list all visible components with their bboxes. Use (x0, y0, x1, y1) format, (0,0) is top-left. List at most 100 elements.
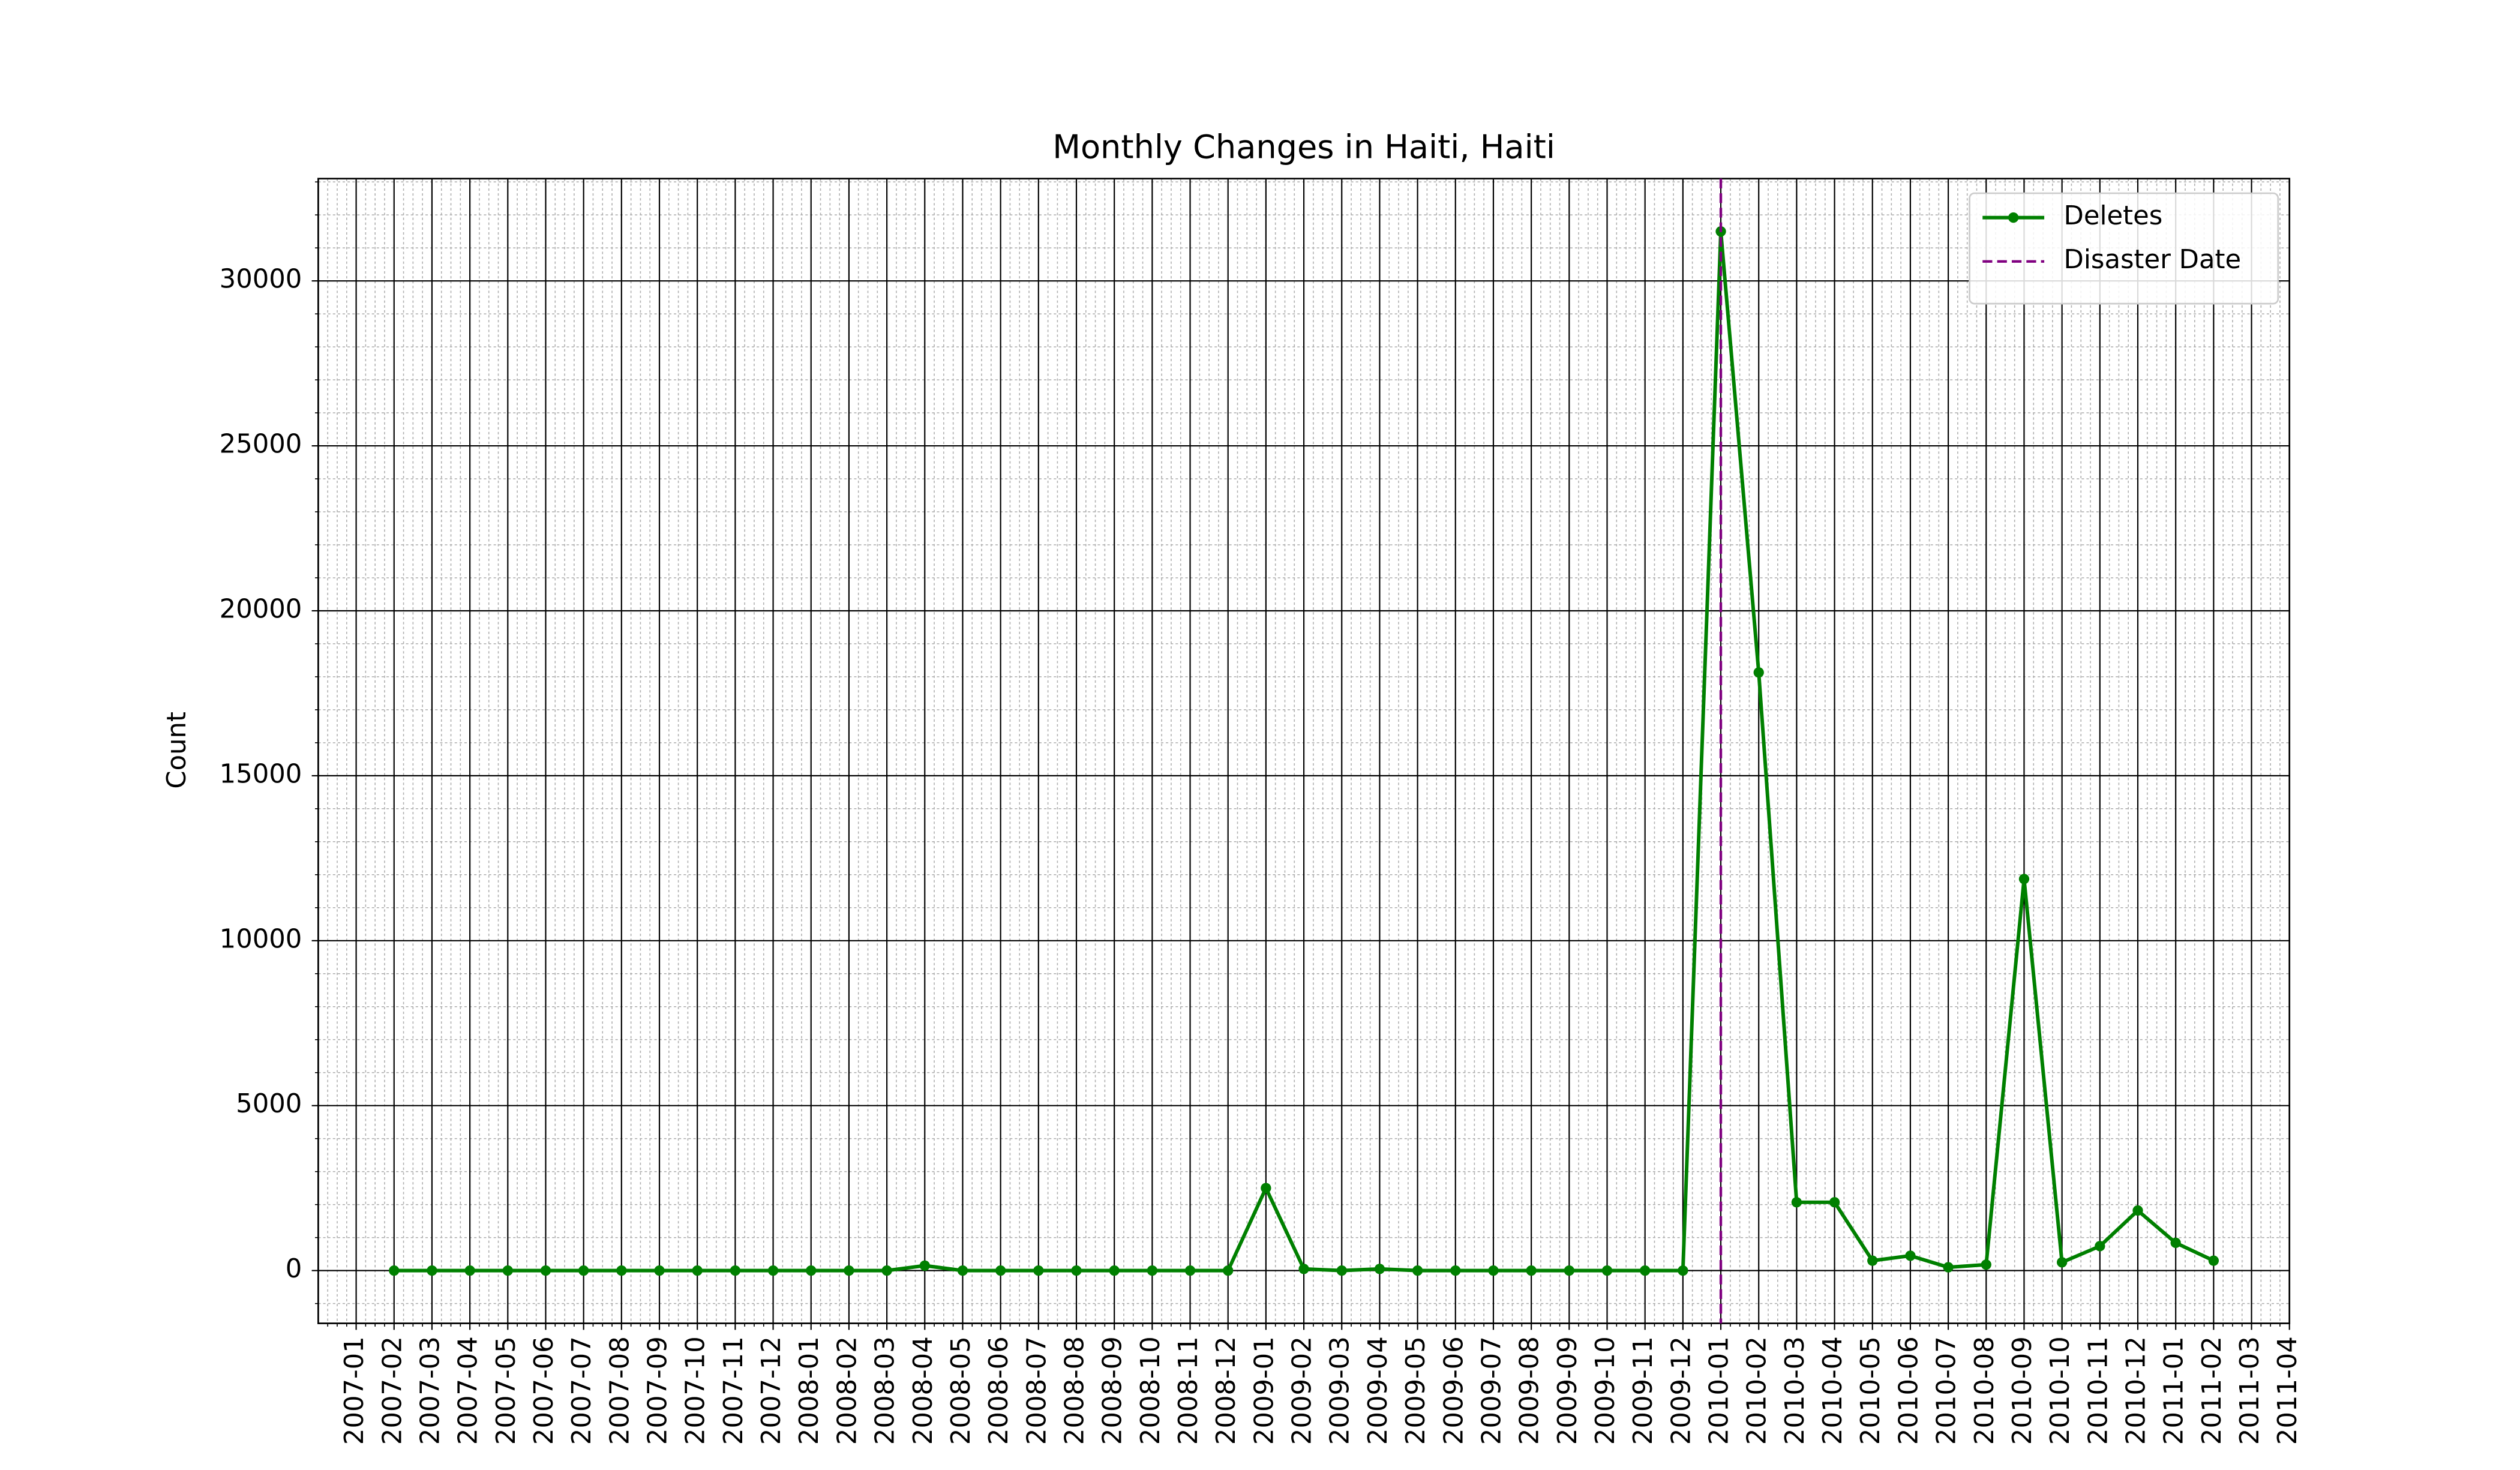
plot-frame (317, 178, 2291, 1324)
x-tick-label: 2009-05 (1401, 1336, 1431, 1445)
data-point (1488, 1265, 1499, 1276)
x-tick-label: 2009-03 (1325, 1336, 1355, 1445)
data-point (2018, 874, 2030, 884)
x-tick-label: 2010-02 (1742, 1336, 1772, 1445)
x-tick-label: 2007-03 (415, 1336, 445, 1445)
x-tick-label: 2008-01 (794, 1336, 824, 1445)
data-point (1147, 1265, 1158, 1276)
data-point (1829, 1197, 1840, 1208)
x-tick-label: 2007-02 (377, 1336, 407, 1445)
x-tick-label: 2008-11 (1174, 1336, 1204, 1445)
data-point (464, 1265, 475, 1276)
data-point (1753, 667, 1764, 678)
data-point (806, 1265, 817, 1276)
x-tick-label: 2008-09 (1098, 1336, 1128, 1445)
x-tick-label: 2009-02 (1288, 1336, 1318, 1445)
data-point (1867, 1255, 1878, 1266)
x-tick-label: 2007-04 (454, 1336, 484, 1445)
x-tick-label: 2010-12 (2122, 1336, 2152, 1445)
x-tick-label: 2009-07 (1477, 1336, 1507, 1445)
data-point (1033, 1265, 1044, 1276)
data-point (692, 1265, 703, 1276)
x-tick-label: 2010-10 (2045, 1336, 2075, 1445)
data-point (1981, 1259, 1991, 1270)
data-point (502, 1265, 513, 1276)
x-tick-label: 2007-12 (757, 1336, 787, 1445)
legend-marker (2008, 212, 2019, 223)
data-point (616, 1265, 627, 1276)
legend-box (1969, 192, 2279, 305)
x-tick-label: 2009-08 (1515, 1336, 1545, 1445)
x-tick-label: 2008-05 (946, 1336, 976, 1445)
data-point (730, 1265, 741, 1276)
data-point (1678, 1265, 1688, 1276)
y-tick-label: 0 (286, 1254, 302, 1284)
data-point (844, 1265, 854, 1276)
data-point (1564, 1265, 1574, 1276)
x-tick-label: 2007-08 (605, 1336, 635, 1445)
x-tick-label: 2008-06 (984, 1336, 1014, 1445)
x-tick-label: 2011-04 (2273, 1336, 2303, 1445)
data-point (1261, 1183, 1271, 1193)
y-tick-label: 15000 (220, 759, 302, 789)
data-point (427, 1265, 437, 1276)
data-point (2170, 1237, 2181, 1249)
y-tick-label: 5000 (236, 1089, 302, 1119)
data-point (389, 1265, 400, 1276)
x-tick-label: 2009-11 (1628, 1336, 1658, 1445)
data-point (2208, 1255, 2219, 1266)
x-tick-label: 2010-07 (1932, 1336, 1962, 1445)
x-tick-label: 2011-01 (2159, 1336, 2189, 1445)
x-tick-label: 2007-10 (681, 1336, 711, 1445)
data-point (2056, 1257, 2068, 1268)
x-tick-label: 2007-07 (567, 1336, 597, 1445)
y-tick-label: 20000 (220, 594, 302, 624)
data-point (1184, 1265, 1196, 1276)
x-tick-label: 2009-04 (1363, 1336, 1393, 1445)
x-tick-label: 2010-09 (2008, 1336, 2038, 1445)
x-tick-label: 2008-08 (1060, 1336, 1090, 1445)
x-tick-label: 2010-05 (1856, 1336, 1886, 1445)
x-tick-label: 2007-09 (643, 1336, 673, 1445)
y-axis-label: Count (162, 712, 192, 789)
data-point (919, 1260, 930, 1271)
data-point (1298, 1264, 1309, 1274)
x-tick-label: 2008-10 (1136, 1336, 1166, 1445)
x-tick-label: 2010-06 (1894, 1336, 1924, 1445)
x-tick-label: 2010-11 (2083, 1336, 2113, 1445)
x-tick-label: 2008-04 (908, 1336, 938, 1445)
x-tick-label: 2011-02 (2197, 1336, 2227, 1445)
x-tick-label: 2008-02 (832, 1336, 862, 1445)
x-tick-label: 2007-01 (340, 1336, 370, 1445)
x-tick-label: 2009-09 (1553, 1336, 1583, 1445)
legend-label: Deletes (2064, 201, 2163, 231)
data-point (881, 1265, 892, 1276)
data-point (1526, 1265, 1537, 1276)
data-point (767, 1265, 779, 1276)
x-tick-label: 2009-10 (1591, 1336, 1621, 1445)
data-point (654, 1265, 665, 1276)
data-point (540, 1265, 551, 1276)
legend-label: Disaster Date (2064, 245, 2242, 275)
x-tick-label: 2010-04 (1818, 1336, 1848, 1445)
x-tick-label: 2009-12 (1666, 1336, 1696, 1445)
data-point (2095, 1241, 2105, 1252)
x-tick-label: 2009-01 (1249, 1336, 1279, 1445)
data-point (578, 1265, 589, 1276)
y-tick-label: 30000 (220, 265, 302, 295)
data-point (1412, 1265, 1423, 1276)
x-tick-label: 2010-01 (1705, 1336, 1735, 1445)
y-tick-label: 10000 (220, 924, 302, 954)
data-point (1943, 1262, 1954, 1273)
x-tick-label: 2010-03 (1780, 1336, 1810, 1445)
x-tick-label: 2007-05 (491, 1336, 521, 1445)
data-point (957, 1265, 968, 1276)
data-point (1905, 1250, 1916, 1261)
x-tick-label: 2008-12 (1211, 1336, 1241, 1445)
x-tick-label: 2011-03 (2235, 1336, 2265, 1445)
data-point (2132, 1205, 2143, 1216)
data-point (1374, 1264, 1385, 1274)
data-point (1791, 1197, 1802, 1208)
x-tick-label: 2008-07 (1022, 1336, 1052, 1445)
